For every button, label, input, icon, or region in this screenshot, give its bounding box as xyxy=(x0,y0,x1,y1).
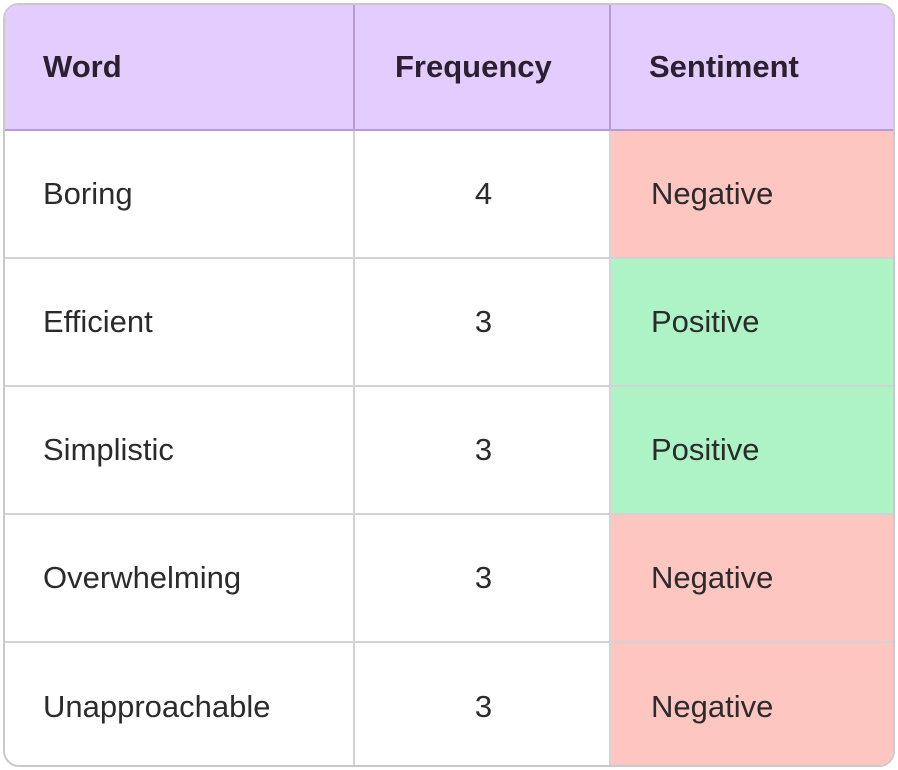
frequency-cell: 3 xyxy=(354,514,611,643)
frequency-cell: 4 xyxy=(354,130,611,259)
frequency-value: 3 xyxy=(474,688,493,724)
sentiment-cell: Positive xyxy=(610,386,893,515)
word-cell: Overwhelming xyxy=(5,514,355,643)
column-header-sentiment: Sentiment xyxy=(610,5,893,131)
word-cell: Simplistic xyxy=(5,386,355,515)
word-frequency-table: Word Frequency Sentiment Boring 4 Negati… xyxy=(5,5,893,765)
header-row: Word Frequency Sentiment xyxy=(5,5,893,131)
sentiment-cell: Negative xyxy=(610,642,893,765)
word-cell: Unapproachable xyxy=(5,642,355,765)
table-row: Boring 4 Negative xyxy=(5,130,893,259)
sentiment-cell: Positive xyxy=(610,258,893,387)
word-cell: Efficient xyxy=(5,258,355,387)
table-row: Unapproachable 3 Negative xyxy=(5,642,893,765)
frequency-value: 3 xyxy=(474,432,493,467)
table-row: Overwhelming 3 Negative xyxy=(5,514,893,643)
table-row: Efficient 3 Positive xyxy=(5,258,893,387)
sentiment-cell: Negative xyxy=(610,514,893,643)
column-header-word: Word xyxy=(5,5,355,131)
table-row: Simplistic 3 Positive xyxy=(5,386,893,515)
frequency-value: 3 xyxy=(474,560,493,595)
frequency-value: 3 xyxy=(474,304,493,339)
frequency-cell: 3 xyxy=(354,258,611,387)
frequency-cell: 3 xyxy=(354,386,611,515)
word-cell: Boring xyxy=(5,130,355,259)
column-header-frequency: Frequency xyxy=(354,5,611,131)
sentiment-cell: Negative xyxy=(610,130,893,259)
sentiment-table: Word Frequency Sentiment Boring 4 Negati… xyxy=(3,3,895,767)
frequency-value: 4 xyxy=(474,176,493,211)
frequency-cell: 3 xyxy=(354,642,611,765)
